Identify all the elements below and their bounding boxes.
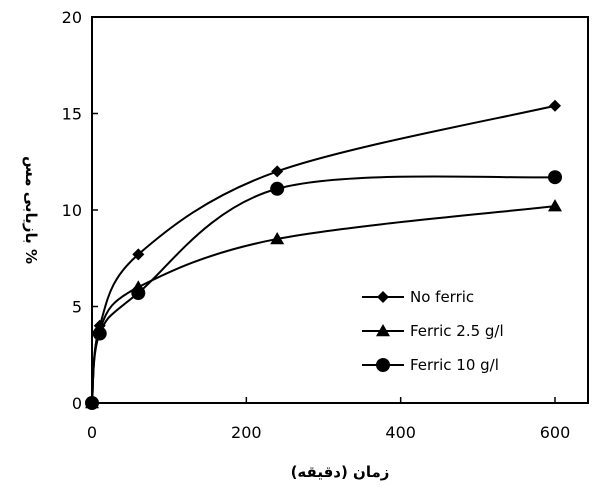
data-point-circle (131, 285, 146, 300)
x-tick-label: 200 (231, 423, 262, 442)
y-tick-label: 0 (72, 394, 82, 413)
data-point-diamond (549, 99, 561, 112)
y-tick-label: 15 (62, 105, 82, 124)
x-tick-label: 400 (385, 423, 416, 442)
x-tick-label: 600 (540, 423, 571, 442)
legend-marker-diamond (377, 291, 389, 303)
legend-marker-triangle (376, 324, 390, 337)
data-point-diamond (271, 165, 284, 178)
legend-label: Ferric 2.5 g/l (410, 322, 504, 340)
x-axis-title: زمان (دقیقه) (291, 463, 390, 481)
y-axis-title: % بازیابی مس (22, 156, 40, 264)
y-tick-label: 20 (62, 8, 82, 27)
legend: No ferric Ferric 2.5 g/l Ferric 10 g/l (362, 288, 504, 374)
data-point-diamond (132, 248, 145, 261)
legend-label: Ferric 10 g/l (410, 356, 499, 374)
data-point-triangle (270, 231, 285, 245)
data-point-circle (270, 181, 285, 196)
legend-label: No ferric (410, 288, 474, 306)
legend-marker-circle (376, 358, 390, 372)
data-point-circle (548, 170, 562, 185)
data-point-triangle (548, 199, 562, 212)
series-layer (85, 99, 562, 410)
y-tick-label: 10 (62, 201, 82, 220)
data-point-circle (85, 396, 99, 410)
x-tick-label: 0 (87, 423, 97, 442)
data-point-circle (92, 326, 107, 341)
y-tick-label: 5 (72, 298, 82, 317)
